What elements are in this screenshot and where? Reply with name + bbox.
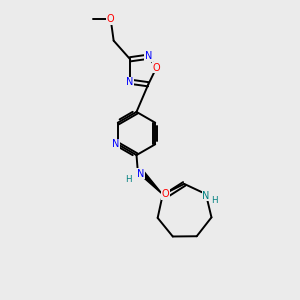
Text: H: H — [211, 196, 217, 205]
Text: H: H — [125, 175, 132, 184]
Text: N: N — [112, 139, 119, 149]
Text: N: N — [127, 77, 134, 87]
Text: O: O — [153, 63, 160, 73]
Text: N: N — [145, 51, 152, 61]
Text: N: N — [202, 190, 210, 201]
Polygon shape — [139, 169, 163, 194]
Text: O: O — [161, 189, 169, 200]
Text: O: O — [107, 14, 115, 24]
Text: N: N — [137, 169, 144, 179]
